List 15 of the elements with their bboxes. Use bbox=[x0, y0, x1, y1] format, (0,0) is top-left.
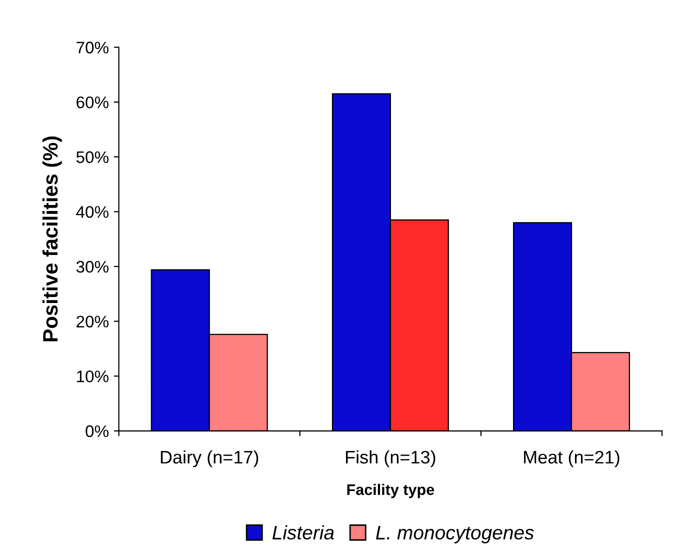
legend-label: L. monocytogenes bbox=[376, 526, 534, 544]
x-tick-label: Fish (n=13) bbox=[346, 450, 436, 468]
y-tick-label: 0% bbox=[86, 425, 109, 438]
y-tick-label: 60% bbox=[76, 96, 109, 108]
x-tick-label: Meat (n=21) bbox=[524, 450, 620, 468]
y-tick-label: 20% bbox=[76, 316, 109, 328]
y-tick-label: 70% bbox=[76, 42, 109, 54]
legend-label: Listeria bbox=[272, 525, 334, 540]
y-tick-label: 50% bbox=[76, 151, 109, 164]
y-tick-label: 40% bbox=[76, 206, 109, 218]
y-tick-label: 10% bbox=[77, 370, 109, 382]
y-tick-label: 30% bbox=[76, 260, 109, 273]
x-tick-label: Dairy (n=17) bbox=[160, 450, 258, 468]
x-axis-title: Facility type bbox=[347, 484, 434, 498]
y-axis-title: Positive facilities (%) bbox=[42, 136, 62, 342]
